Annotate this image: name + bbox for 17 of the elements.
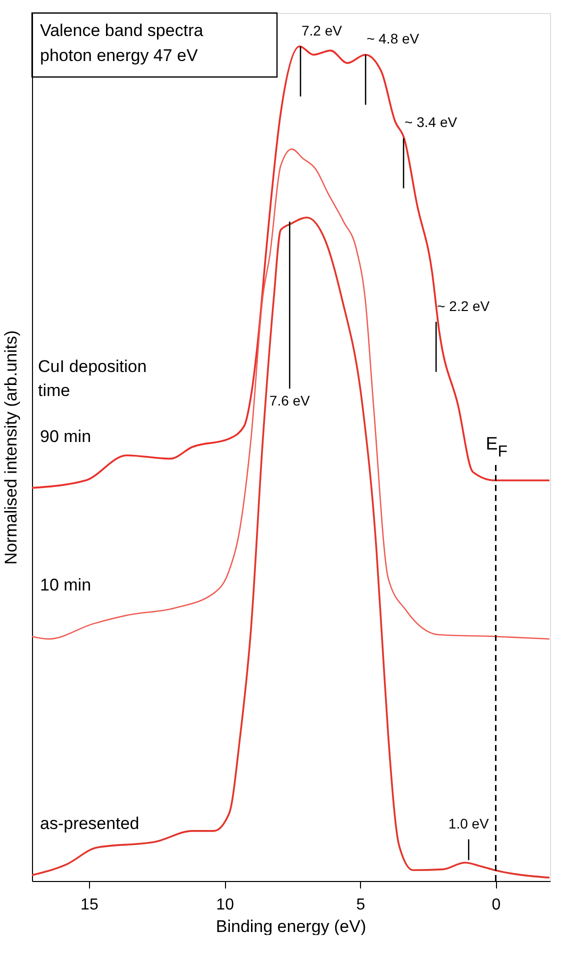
series-label: as-presented (40, 814, 140, 834)
annotation: 7.2 eV (301, 22, 343, 38)
chart-title: Valence band spectra (40, 21, 204, 40)
annotation: ~ 4.8 eV (366, 30, 420, 47)
chart-subtitle: photon energy 47 eV (40, 46, 199, 65)
annotation: 1.0 eV (448, 815, 490, 832)
annotation: ~ 2.2 eV (437, 298, 490, 314)
x-tick-label: 10 (216, 896, 234, 914)
annotation: 7.6 eV (269, 392, 311, 409)
series-label: 10 min (40, 575, 92, 594)
x-tick-label: 15 (80, 896, 98, 914)
series-label: 90 min (40, 426, 92, 446)
legend-title: CuI deposition time (38, 356, 147, 400)
x-tick-label: 0 (492, 896, 501, 914)
y-axis-title: Normalised intensity (arb.units) (2, 330, 20, 565)
x-tick-label: 5 (356, 896, 366, 914)
annotation: ~ 3.4 eV (404, 114, 458, 130)
